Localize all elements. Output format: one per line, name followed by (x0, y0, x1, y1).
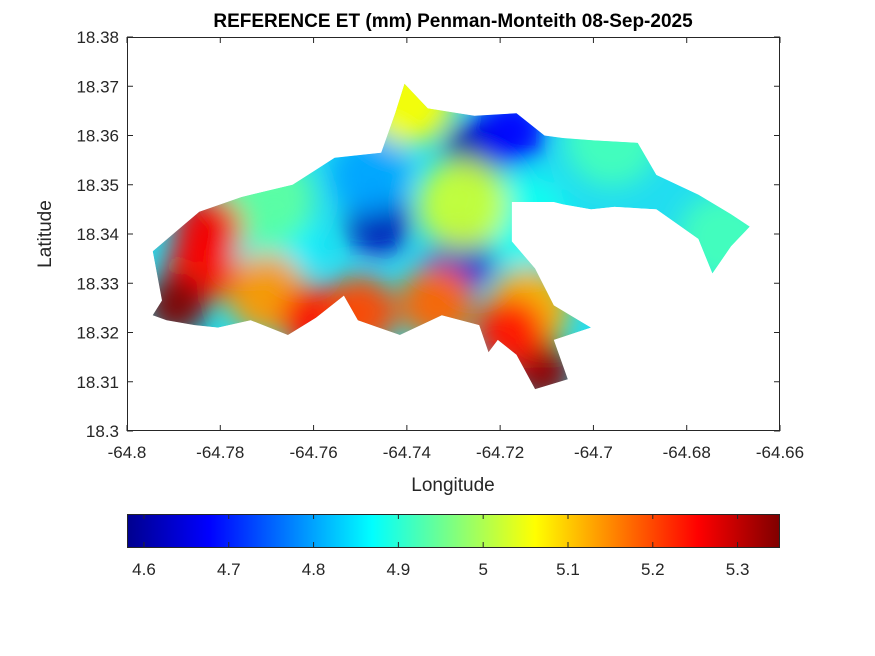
y-tick-label: 18.31 (76, 373, 119, 392)
x-ticks: -64.8 -64.78 -64.76 -64.74 -64.72 -64.7 -64.68… (108, 37, 804, 462)
x-tick-label: -64.7 (574, 443, 613, 462)
colorbar-tick-label: 4.7 (217, 560, 241, 579)
y-tick-label: 18.36 (76, 127, 119, 146)
y-tick-label: 18.34 (76, 225, 119, 244)
y-tick-label: 18.33 (76, 274, 119, 293)
x-tick-label: -64.68 (663, 443, 711, 462)
y-axis-label: Latitude (35, 200, 56, 268)
y-tick-label: 18.3 (86, 422, 119, 441)
et-feature-10 (417, 159, 509, 250)
x-tick-label: -64.72 (476, 443, 524, 462)
y-tick-label: 18.38 (76, 28, 119, 47)
colorbar-tick-label: 5.3 (726, 560, 750, 579)
y-tick-label: 18.35 (76, 176, 119, 195)
y-tick-label: 18.32 (76, 324, 119, 343)
x-tick-label: -64.74 (383, 443, 431, 462)
colorbar-tick-label: 5.2 (641, 560, 665, 579)
x-tick-label: -64.66 (756, 443, 804, 462)
x-axis-label: Longitude (411, 475, 494, 496)
x-tick-label: -64.76 (289, 443, 337, 462)
colorbar-ticks: 4.6 4.7 4.8 4.9 5 5.1 5.2 5.3 (132, 514, 749, 579)
colorbar-tick-label: 4.9 (387, 560, 411, 579)
colorbar-tick-label: 5 (478, 560, 487, 579)
y-tick-label: 18.37 (76, 77, 119, 96)
colorbar (127, 514, 780, 548)
colorbar-tick-label: 4.6 (132, 560, 156, 579)
colorbar-tick-label: 4.8 (302, 560, 326, 579)
colorbar-tick-label: 5.1 (556, 560, 580, 579)
x-tick-label: -64.78 (196, 443, 244, 462)
y-ticks: 18.3 18.31 18.32 18.33 18.34 18.35 18.36 18.37 1… (76, 28, 780, 441)
chart-title: REFERENCE ET (mm) Penman-Monteith 08-Sep… (213, 11, 693, 32)
x-tick-label: -64.8 (108, 443, 147, 462)
